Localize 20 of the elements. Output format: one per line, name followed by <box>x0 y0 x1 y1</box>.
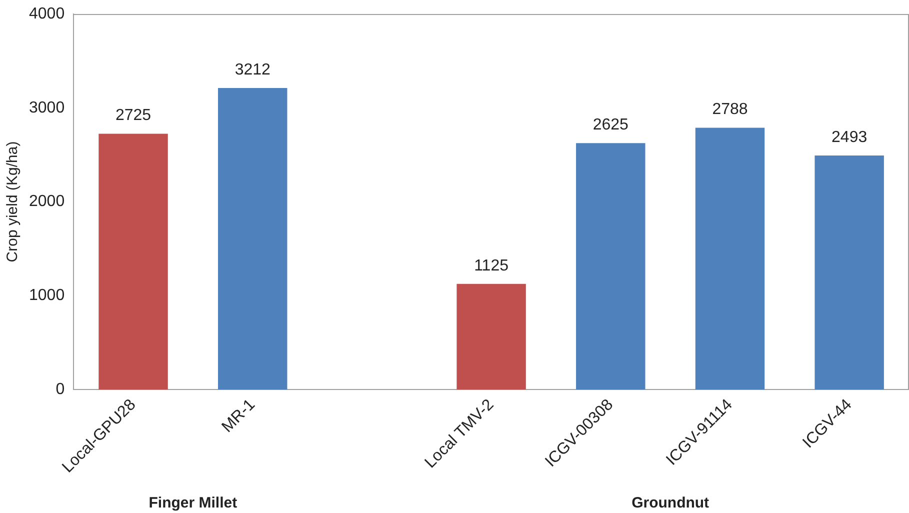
y-tick-label: 1000 <box>29 287 65 304</box>
text: Finger Millet <box>148 494 238 512</box>
text: Groundnut <box>632 494 710 512</box>
data-label: 2725 <box>115 107 152 124</box>
data-label: 1125 <box>474 257 509 274</box>
y-tick-label: 2000 <box>29 193 65 210</box>
data-label: 2493 <box>832 128 868 146</box>
y-tick-label: 0 <box>56 380 65 398</box>
bar <box>98 134 168 390</box>
bar <box>814 155 884 390</box>
bar <box>218 88 288 390</box>
y-axis-title: Crop yield (Kg/ha) <box>4 141 22 262</box>
y-tick-label: 3000 <box>29 99 65 116</box>
bar <box>695 128 765 390</box>
data-label: 2788 <box>712 101 748 118</box>
y-tick-label: 4000 <box>29 5 65 22</box>
bar <box>576 143 646 390</box>
data-label: 3212 <box>234 61 271 78</box>
bar <box>456 284 526 390</box>
data-label: 2625 <box>592 116 629 134</box>
